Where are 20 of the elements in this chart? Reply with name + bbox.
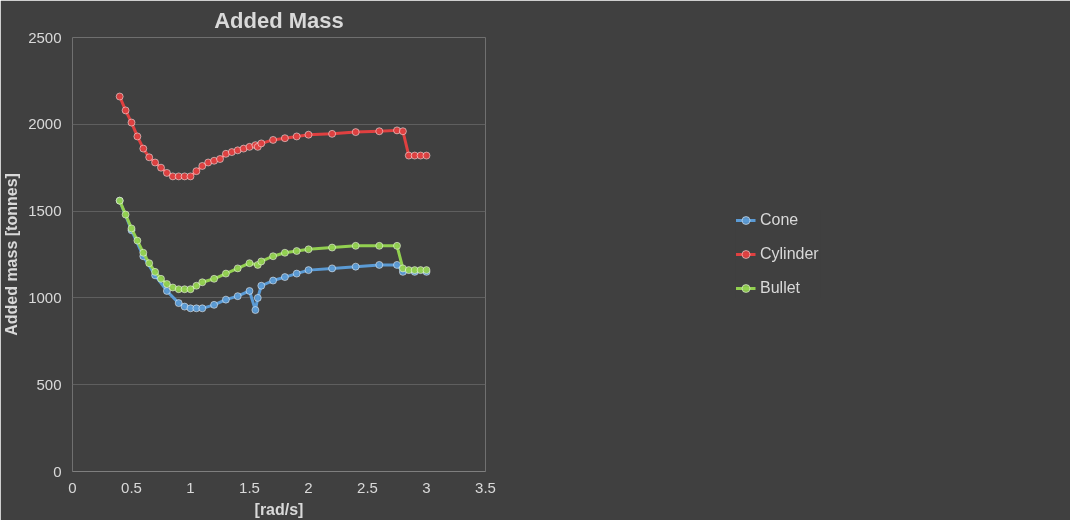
legend-label: Cylinder xyxy=(760,245,820,263)
y-tick-label: 1500 xyxy=(28,202,62,220)
x-tick-label: 0 xyxy=(68,478,77,496)
y-tick-label: 500 xyxy=(36,375,62,393)
y-axis-title: Added mass [tonnes] xyxy=(3,173,21,336)
x-tick-label: 2.5 xyxy=(357,478,378,496)
y-tick-label: 1000 xyxy=(28,288,62,306)
legend-label: Cone xyxy=(760,211,800,229)
x-tick-label: 1.5 xyxy=(239,478,260,496)
chart-title: Added Mass xyxy=(214,7,344,33)
y-tick-label: 0 xyxy=(53,462,62,480)
y-tick-label: 2500 xyxy=(28,28,62,46)
x-tick-label: 3 xyxy=(422,478,431,496)
x-axis-title: [rad/s] xyxy=(254,500,304,518)
x-tick-label: 3.5 xyxy=(475,478,496,496)
x-tick-label: 0.5 xyxy=(121,478,142,496)
legend-label: Bullet xyxy=(760,279,802,297)
x-tick-label: 2 xyxy=(304,478,313,496)
x-tick-label: 1 xyxy=(186,478,195,496)
y-tick-label: 2000 xyxy=(28,115,62,133)
